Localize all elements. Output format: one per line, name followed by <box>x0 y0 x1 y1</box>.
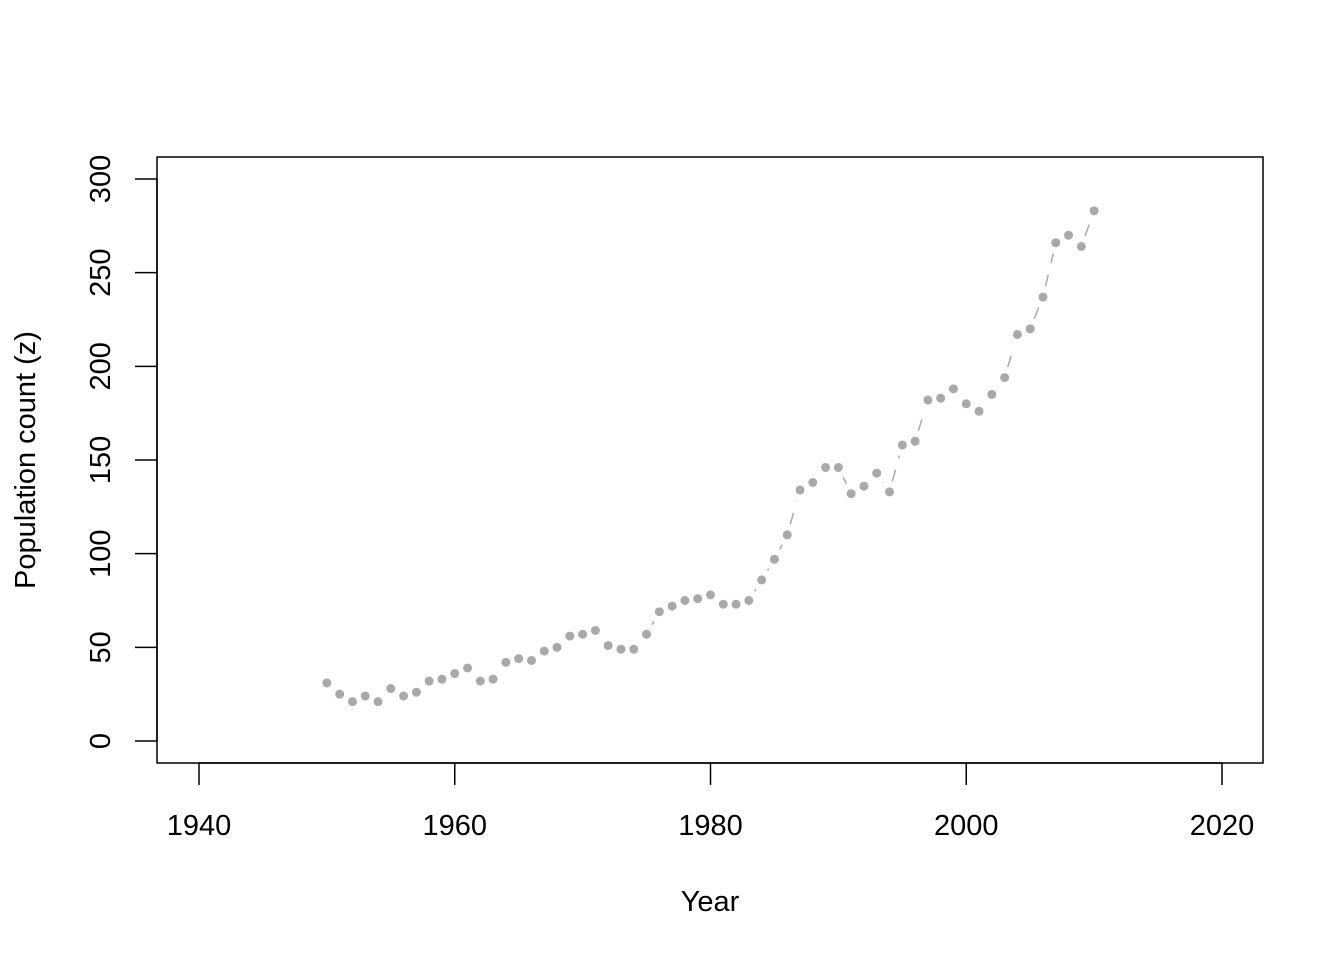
data-point <box>399 692 408 701</box>
data-point <box>949 384 958 393</box>
line-segment <box>755 589 756 591</box>
data-point <box>783 530 792 539</box>
y-tick-label: 50 <box>85 631 117 663</box>
data-point <box>642 630 651 639</box>
data-point <box>514 654 523 663</box>
y-tick-label: 0 <box>85 733 117 749</box>
data-point <box>489 675 498 684</box>
plot-frame <box>157 157 1263 763</box>
data-point <box>668 602 677 611</box>
data-point <box>463 663 472 672</box>
data-point <box>757 575 766 584</box>
data-point <box>553 643 562 652</box>
data-point <box>732 600 741 609</box>
data-point <box>322 678 331 687</box>
data-point <box>540 647 549 656</box>
data-point <box>680 596 689 605</box>
data-point <box>578 630 587 639</box>
data-point <box>808 478 817 487</box>
data-point <box>616 645 625 654</box>
data-point <box>1090 206 1099 215</box>
data-point <box>501 658 510 667</box>
line-segment <box>1085 221 1090 236</box>
data-point <box>604 641 613 650</box>
line-segment <box>767 569 768 571</box>
y-tick-label: 150 <box>85 436 117 484</box>
x-tick-label: 2020 <box>1190 810 1255 842</box>
data-point <box>1000 373 1009 382</box>
data-point <box>374 697 383 706</box>
line-segment <box>1045 253 1053 286</box>
x-tick-label: 1960 <box>422 810 487 842</box>
line-segment <box>790 501 797 525</box>
y-tick-label: 300 <box>85 155 117 203</box>
data-point <box>847 489 856 498</box>
data-point <box>1013 330 1022 339</box>
data-point <box>923 396 932 405</box>
data-point <box>425 677 434 686</box>
data-point <box>629 645 638 654</box>
data-point <box>1038 293 1047 302</box>
series-points <box>322 206 1098 706</box>
x-axis-label: Year <box>681 886 740 918</box>
data-point <box>1026 324 1035 333</box>
data-point <box>706 590 715 599</box>
data-point <box>591 626 600 635</box>
data-point <box>437 675 446 684</box>
y-axis: 0 50 100 150 200 250 300 <box>85 155 157 749</box>
data-point <box>936 394 945 403</box>
y-tick-label: 200 <box>85 342 117 390</box>
data-point <box>348 697 357 706</box>
data-point <box>386 684 395 693</box>
data-point <box>898 441 907 450</box>
data-point <box>911 437 920 446</box>
x-tick-label: 1940 <box>167 810 232 842</box>
data-point <box>527 656 536 665</box>
line-segment <box>843 477 846 483</box>
data-point <box>885 487 894 496</box>
data-point <box>962 399 971 408</box>
data-point <box>1077 242 1086 251</box>
line-segment <box>892 456 899 482</box>
data-point <box>565 632 574 641</box>
data-point <box>693 594 702 603</box>
line-segment <box>1034 307 1039 318</box>
data-point <box>987 390 996 399</box>
line-segment <box>918 411 924 431</box>
data-point <box>450 669 459 678</box>
data-point <box>796 485 805 494</box>
x-tick-label: 1980 <box>678 810 743 842</box>
series-line <box>652 221 1090 624</box>
y-axis-label: Population count (z) <box>10 331 42 589</box>
data-point <box>744 596 753 605</box>
line-segment <box>780 545 783 550</box>
data-point <box>476 677 485 686</box>
x-axis: 1940 1960 1980 2000 2020 <box>167 763 1255 842</box>
data-point <box>361 692 370 701</box>
data-point <box>872 469 881 478</box>
data-point <box>412 688 421 697</box>
x-tick-label: 2000 <box>934 810 999 842</box>
data-point <box>1064 231 1073 240</box>
line-segment <box>1008 345 1015 367</box>
data-point <box>821 463 830 472</box>
data-point <box>834 463 843 472</box>
y-tick-label: 100 <box>85 529 117 577</box>
y-tick-label: 250 <box>85 248 117 296</box>
data-point <box>655 607 664 616</box>
data-point <box>1051 238 1060 247</box>
data-point <box>859 482 868 491</box>
data-point <box>335 690 344 699</box>
data-point <box>719 600 728 609</box>
data-point <box>770 555 779 564</box>
data-point <box>975 407 984 416</box>
line-segment <box>652 621 654 624</box>
